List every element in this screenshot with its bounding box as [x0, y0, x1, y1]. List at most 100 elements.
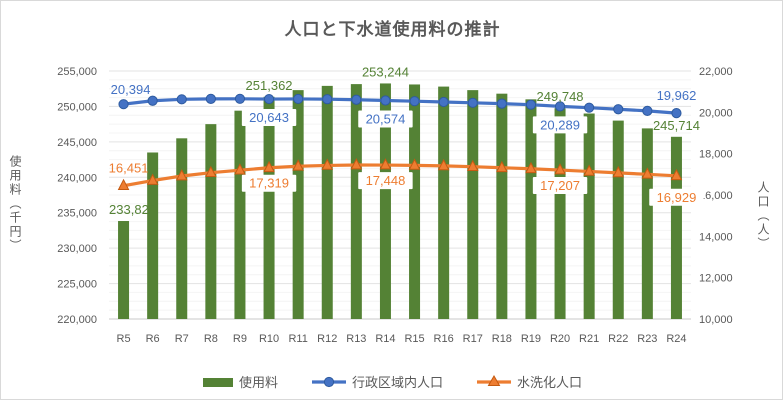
data-label: 17,319 — [249, 176, 289, 191]
circle-marker-R23 — [642, 105, 653, 116]
bar-R14 — [379, 83, 391, 320]
bar-R24 — [670, 136, 682, 319]
bar-R17 — [467, 90, 479, 319]
triangle-marker-R23 — [641, 167, 654, 179]
data-label-R5: 20,394 — [111, 82, 151, 97]
data-label-R14: 253,244 — [362, 64, 409, 79]
right-axis-title: 人口（人） — [756, 181, 770, 251]
x-axis-label: R12 — [317, 333, 337, 345]
data-label-R24: 245,714 — [653, 118, 700, 133]
triangle-marker-R22 — [612, 165, 625, 178]
data-label: 17,207 — [540, 178, 580, 193]
left-tick-label: 220,000 — [57, 314, 97, 326]
x-axis-labels: R5 R6 R7 R8 R9 R10 R11 R12 R13 R14 R15 R16 R17 R18 R19… — [117, 333, 687, 345]
circle-marker-R7 — [176, 94, 187, 105]
x-axis-label: R18 — [492, 333, 512, 345]
triangle-marker-R12 — [321, 158, 334, 170]
bar-R12 — [321, 85, 333, 319]
circle-marker-R22 — [613, 104, 624, 115]
usage-fee-bars — [118, 83, 682, 320]
legend-label: 行政区域内人口 — [351, 375, 443, 390]
bar-R23 — [641, 128, 653, 319]
circle-marker-R9 — [234, 93, 246, 104]
data-labels: 233,829 20,394 16,451 251,362 20,643 17,319 25… — [109, 64, 704, 217]
left-tick-label: 245,000 — [57, 137, 97, 149]
triangle-marker-R11 — [292, 159, 304, 171]
bar-R20 — [554, 108, 566, 319]
data-label-R20: 249,748 — [537, 89, 584, 104]
right-tick-label: 20,000 — [699, 107, 733, 119]
bar-R19 — [525, 99, 537, 319]
legend-label: 使用料 — [238, 375, 278, 390]
circle-marker-R12 — [322, 94, 333, 105]
circle-marker-R10 — [263, 93, 275, 105]
triangle-marker-R21 — [583, 164, 595, 176]
bar-R15 — [409, 84, 421, 319]
bar-R16 — [438, 86, 450, 320]
chart-title: 人口と下水道使用料の推計 — [284, 20, 501, 39]
legend-item-flush-population[interactable]: 水洗化人口 — [477, 372, 582, 391]
usage-fee-swatch-icon — [202, 377, 233, 387]
legend-label: 水洗化人口 — [517, 375, 583, 390]
admin-population-line — [118, 93, 682, 119]
right-tick-label: 10,000 — [699, 314, 733, 326]
circle-marker-R20 — [554, 101, 566, 112]
left-tick-label: 225,000 — [57, 279, 97, 291]
triangle-marker-R8 — [205, 165, 217, 178]
right-tick-label: 12,000 — [699, 273, 733, 285]
circle-marker-R17 — [467, 97, 478, 108]
triangle-marker-R18 — [496, 160, 508, 173]
triangle-marker-R24 — [670, 168, 683, 181]
right-axis-tick-labels: 10,000 12,000 14,000 16,000 18,000 20,000 22,0… — [699, 66, 733, 326]
x-axis-label: R6 — [146, 333, 160, 345]
x-axis-label: R20 — [550, 333, 570, 345]
x-axis-label: R21 — [579, 333, 599, 345]
data-label-R24: 19,962 — [657, 88, 697, 103]
data-label-R5: 233,829 — [109, 202, 156, 217]
x-axis-label: R11 — [288, 333, 307, 345]
triangle-marker-R15 — [408, 158, 421, 170]
bar-R9 — [234, 110, 246, 320]
left-axis-tick-labels: 220,000 225,000 230,000 235,000 240,000 245,0… — [57, 66, 97, 326]
circle-marker-R18 — [496, 98, 507, 109]
legend-item-usage-fee[interactable]: 使用料 — [202, 372, 278, 391]
left-tick-label: 240,000 — [57, 172, 97, 184]
x-axis-label: R9 — [233, 333, 247, 345]
right-tick-label: 18,000 — [699, 149, 733, 161]
x-axis-label: R22 — [608, 333, 628, 345]
data-label: 20,289 — [540, 117, 580, 132]
flush-population-line — [117, 158, 683, 191]
right-tick-label: 14,000 — [699, 231, 733, 243]
circle-marker-R6 — [147, 95, 158, 106]
circle-marker-R11 — [293, 93, 304, 105]
bar-R11 — [292, 90, 304, 319]
x-axis-label: R16 — [434, 333, 454, 345]
x-axis-label: R10 — [259, 333, 279, 345]
x-axis-label: R17 — [463, 333, 483, 345]
bar-R13 — [350, 84, 362, 319]
circle-marker-R8 — [205, 93, 216, 105]
data-label: 17,448 — [366, 173, 406, 188]
data-label: 20,643 — [249, 110, 289, 125]
triangle-marker-R20 — [554, 163, 566, 175]
x-axis-label: R13 — [346, 333, 366, 345]
left-tick-label: 250,000 — [57, 101, 97, 113]
circle-marker-R14 — [380, 95, 391, 106]
left-tick-label: 235,000 — [57, 208, 97, 220]
bar-R5 — [118, 221, 130, 319]
x-axis-label: R7 — [175, 333, 189, 345]
triangle-marker-R13 — [350, 158, 363, 170]
circle-marker-R19 — [525, 99, 537, 110]
data-label: 16,929 — [657, 190, 697, 205]
left-axis-title: 使用料（千円） — [8, 155, 22, 253]
bar-R7 — [176, 138, 188, 319]
legend-item-admin-area-population[interactable]: 行政区域内人口 — [311, 372, 443, 391]
triangle-marker-R5 — [117, 178, 130, 191]
data-label-R5: 16,451 — [109, 161, 149, 176]
circle-marker-R16 — [438, 96, 449, 108]
circle-marker-R21 — [584, 102, 595, 113]
circle-marker-R24 — [671, 108, 682, 119]
left-tick-label: 255,000 — [57, 66, 97, 78]
bar-R22 — [612, 120, 624, 319]
x-axis-label: R8 — [204, 333, 218, 345]
